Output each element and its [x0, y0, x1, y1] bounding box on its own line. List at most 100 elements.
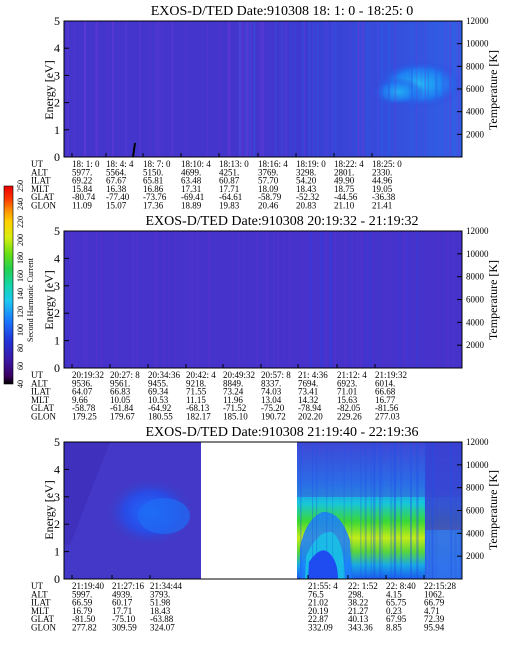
texture-stripe: [74, 231, 76, 368]
texture-stripe: [66, 21, 69, 157]
panel-3-y-ticks: 0 1 2 3 4 5: [54, 435, 69, 586]
ephemeris-cell: -82.05: [337, 403, 361, 413]
texture-stripe: [281, 21, 283, 157]
ephemeris-cell: -64.92: [148, 403, 171, 413]
ephemeris-cell: 21:12: 4: [337, 370, 367, 380]
ephemeris-cell: 18: 4: 4: [106, 159, 134, 169]
ephemeris-cell: 8337.: [261, 378, 281, 388]
ephemeris-row-label: ILAT: [31, 176, 51, 186]
texture-stripe: [320, 21, 323, 157]
texture-stripe: [424, 442, 427, 579]
texture-stripe: [281, 21, 283, 157]
ephemeris-cell: 4699.: [181, 167, 201, 177]
texture-stripe: [96, 21, 98, 157]
y-tick-label: 4: [54, 251, 60, 265]
ephemeris-row-label: UT: [31, 159, 43, 169]
ephemeris-cell: 65.75: [386, 598, 407, 608]
texture-stripe: [381, 21, 384, 157]
panel-2-y2label: Temperature [K]: [486, 260, 500, 340]
ephemeris-cell: -81.56: [375, 403, 399, 413]
ephemeris-cell: 21.41: [372, 201, 392, 211]
ephemeris-cell: 5150.: [143, 167, 163, 177]
ephemeris-cell: 18.09: [258, 184, 279, 194]
ephemeris-cell: 22:15:28: [424, 581, 457, 591]
texture-stripe: [369, 231, 371, 368]
texture-stripe: [289, 21, 292, 157]
y2-tick-label: 6000: [466, 506, 485, 516]
texture-stripe: [326, 21, 329, 157]
ephemeris-cell: 21:19:32: [375, 370, 407, 380]
ephemeris-cell: 7694.: [298, 378, 318, 388]
texture-stripe: [216, 231, 219, 368]
texture-stripe: [411, 21, 413, 157]
ephemeris-cell: 20:27: 8: [110, 370, 140, 380]
texture-stripe: [96, 231, 98, 368]
texture-stripe: [191, 231, 193, 368]
texture-stripe: [303, 231, 306, 368]
texture-stripe: [108, 231, 111, 368]
ephemeris-cell: 20.83: [296, 201, 317, 211]
texture-stripe: [87, 231, 89, 368]
texture-stripe: [83, 231, 85, 368]
colorbar-tick-label: 180: [16, 252, 25, 264]
texture-stripe: [208, 231, 211, 368]
y-tick-label: 0: [54, 361, 60, 375]
texture-stripe: [378, 21, 380, 157]
texture-stripe: [438, 231, 441, 368]
texture-stripe: [416, 231, 418, 368]
texture-stripe: [238, 21, 241, 157]
panel-2-title: EXOS-D/TED Date:910308 20:19:32 - 21:19:…: [146, 214, 419, 229]
panel-3-heatmap: [64, 442, 462, 579]
ephemeris-cell: 38.22: [348, 598, 368, 608]
texture-stripe: [258, 21, 260, 157]
texture-stripe: [331, 21, 333, 157]
texture-stripe: [240, 21, 243, 157]
ephemeris-row-label: MLT: [31, 606, 50, 616]
texture-stripe: [245, 21, 247, 157]
y2-tick-label: 8000: [466, 272, 485, 282]
ephemeris-cell: 8849.: [223, 378, 243, 388]
texture-stripe: [369, 21, 372, 157]
texture-stripe: [356, 21, 358, 157]
ephemeris-cell: 73.24: [223, 387, 244, 397]
texture-stripe: [208, 231, 210, 368]
texture-stripe: [352, 231, 354, 368]
texture-stripe: [406, 231, 409, 368]
texture-stripe: [334, 231, 337, 368]
y-tick-label: 3: [54, 68, 60, 82]
texture-stripe: [95, 21, 98, 157]
texture-stripe: [154, 231, 157, 368]
texture-stripe: [373, 442, 375, 579]
texture-stripe: [400, 442, 403, 579]
ephemeris-cell: 3793.: [150, 589, 170, 599]
texture-stripe: [424, 21, 427, 157]
colorbar-gradient: [3, 185, 14, 385]
ephemeris-cell: 60.87: [219, 176, 240, 186]
y-tick-label: 1: [54, 545, 60, 559]
ephemeris-cell: 72.39: [424, 614, 445, 624]
texture-stripe: [136, 231, 138, 368]
ephemeris-cell: 57.70: [258, 176, 279, 186]
y-tick-label: 2: [54, 96, 60, 110]
texture-stripe: [83, 231, 85, 368]
texture-stripe: [306, 231, 308, 368]
colorbar-tick-label: 60: [16, 362, 25, 370]
panel-1-ylabel: Energy [eV]: [42, 60, 56, 119]
ephemeris-cell: 22: 1:52: [348, 581, 378, 591]
texture-stripe: [132, 231, 135, 368]
texture-stripe: [95, 231, 98, 368]
colorbar-label: Second Harmonic Current: [26, 257, 35, 342]
texture-stripe: [243, 21, 245, 157]
ephemeris-cell: 9455.: [148, 378, 168, 388]
ephemeris-cell: 60.17: [112, 598, 133, 608]
panel-1-title: EXOS-D/TED Date:910308 18: 1: 0 - 18:25:…: [151, 4, 413, 19]
ephemeris-cell: -75.20: [261, 403, 285, 413]
panel-1-y2label: Temperature [K]: [486, 50, 500, 130]
texture-stripe: [388, 21, 391, 157]
texture-stripe: [167, 231, 170, 368]
ephemeris-row-label: ILAT: [31, 598, 51, 608]
texture-stripe: [280, 231, 282, 368]
ephemeris-cell: -80.74: [72, 192, 96, 202]
y-tick-label: 0: [54, 572, 60, 586]
